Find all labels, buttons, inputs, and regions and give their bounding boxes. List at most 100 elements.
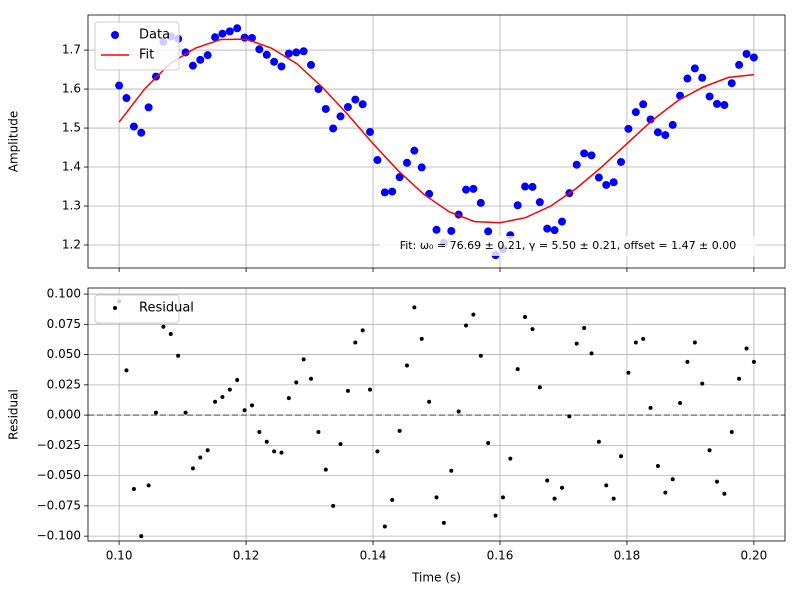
data-point <box>368 387 373 392</box>
data-point <box>471 312 476 317</box>
data-point <box>567 414 572 419</box>
data-point <box>410 146 419 155</box>
data-point <box>698 73 707 82</box>
y-tick-label: 0.075 <box>47 317 81 331</box>
data-point <box>321 104 330 113</box>
data-point <box>574 341 579 346</box>
y-tick-label: 0.000 <box>47 408 81 422</box>
legend-box <box>94 294 180 324</box>
data-point <box>181 48 190 57</box>
data-point <box>220 394 225 399</box>
data-point <box>153 410 158 415</box>
plot-area <box>115 24 758 260</box>
x-tick-label: 0.16 <box>487 549 514 563</box>
data-point <box>402 158 411 167</box>
data-point <box>648 405 653 410</box>
data-point <box>131 486 136 491</box>
data-point <box>670 477 675 482</box>
data-point <box>366 127 375 136</box>
data-point <box>683 74 692 83</box>
data-point <box>508 456 513 461</box>
data-point <box>735 60 744 69</box>
data-point <box>486 440 491 445</box>
data-point <box>537 385 542 390</box>
data-point <box>484 227 493 236</box>
legend-label: Residual <box>139 301 194 316</box>
data-point <box>713 99 722 108</box>
data-point <box>196 55 205 64</box>
data-point <box>572 160 581 169</box>
data-point <box>604 483 609 488</box>
data-point <box>124 368 129 373</box>
fit-line <box>118 38 754 224</box>
data-point <box>257 430 262 435</box>
data-point <box>314 85 323 94</box>
data-point <box>500 495 505 500</box>
data-point <box>589 351 594 356</box>
data-point <box>331 503 336 508</box>
data-point <box>646 115 655 124</box>
data-point <box>316 430 321 435</box>
data-point <box>633 340 638 345</box>
y-tick-label: −0.025 <box>37 438 81 452</box>
x-tick-label: 0.20 <box>741 549 768 563</box>
data-point <box>190 466 195 471</box>
axes-frame <box>87 14 786 269</box>
data-point <box>404 363 409 368</box>
x-tick-label: 0.12 <box>233 549 260 563</box>
data-point <box>419 336 424 341</box>
data-point <box>722 491 727 496</box>
annotation: Fit: ω₀ = 76.69 ± 0.21, γ = 5.50 ± 0.21,… <box>400 239 737 252</box>
data-point <box>139 534 144 539</box>
data-point <box>161 324 166 329</box>
data-point <box>176 353 181 358</box>
data-point <box>427 399 432 404</box>
data-point <box>412 305 417 310</box>
data-point <box>122 94 131 103</box>
y-tick-label: −0.050 <box>37 468 81 482</box>
data-point <box>358 100 367 109</box>
data-point <box>213 399 218 404</box>
data-point <box>233 24 242 33</box>
y-tick-label: 1.7 <box>62 43 81 57</box>
legend-label: Fit <box>139 48 154 63</box>
data-point <box>641 336 646 341</box>
data-point <box>301 357 306 362</box>
legend-swatch <box>113 306 117 310</box>
data-point <box>146 483 151 488</box>
data-point <box>464 323 469 328</box>
data-point <box>432 225 441 234</box>
data-point <box>380 188 389 197</box>
data-point <box>550 226 559 235</box>
data-point <box>351 95 360 104</box>
data-point <box>751 359 756 364</box>
data-point <box>727 79 736 88</box>
x-axis-label: Time (s) <box>411 571 461 585</box>
data-point <box>307 60 316 69</box>
data-point <box>749 53 758 62</box>
data-point <box>690 64 699 73</box>
legend-label: Data <box>139 28 170 43</box>
data-point <box>183 410 188 415</box>
data-point <box>272 449 277 454</box>
data-point <box>382 524 387 529</box>
data-point <box>530 327 535 332</box>
data-point <box>543 224 552 233</box>
data-point <box>580 149 589 158</box>
data-point <box>211 33 220 42</box>
data-point <box>668 120 677 129</box>
data-point <box>309 376 314 381</box>
y-tick-label: −0.075 <box>37 498 81 512</box>
data-point <box>336 112 345 121</box>
data-point <box>373 156 382 165</box>
data-point <box>609 178 618 187</box>
data-point <box>742 49 751 58</box>
data-point <box>456 409 461 414</box>
data-point <box>375 449 380 454</box>
data-point <box>626 370 631 375</box>
axes-frame <box>87 287 786 542</box>
data-point <box>294 380 299 385</box>
data-point <box>188 61 197 70</box>
data-point <box>235 378 240 382</box>
